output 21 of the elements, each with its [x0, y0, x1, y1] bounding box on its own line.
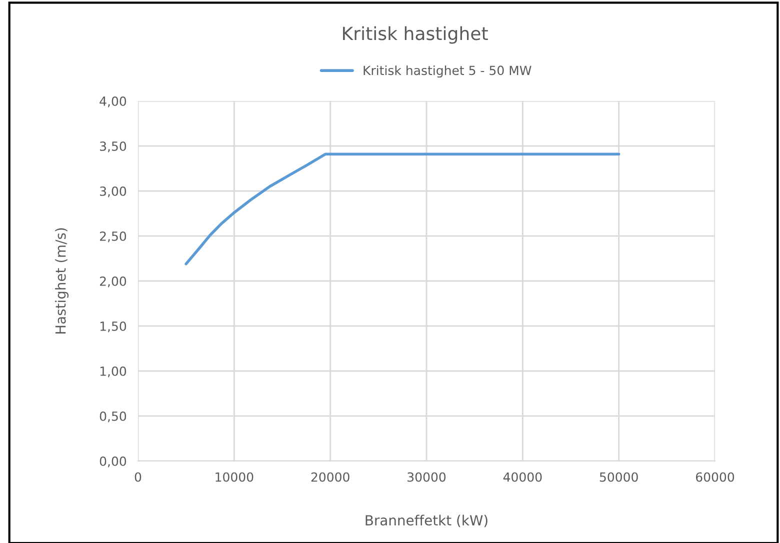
x-tick-label: 30000 [408, 472, 446, 482]
y-tick-label: 2,50 [100, 231, 126, 242]
y-tick-label: 3,50 [100, 141, 126, 152]
x-tick-label: 0 [134, 472, 142, 482]
legend-label: Kritisk hastighet 5 - 50 MW [364, 65, 532, 78]
x-tick-label: 20000 [311, 472, 350, 482]
y-tick-label: 3,00 [100, 186, 126, 198]
y-tick-label: 1,50 [100, 321, 126, 332]
x-tick-label: 60000 [696, 472, 734, 482]
line-series [184, 152, 620, 266]
y-tick-label: 1,00 [100, 366, 126, 378]
y-tick-label: 0,00 [100, 456, 126, 468]
chart-title: Kritisk hastighet [343, 26, 488, 44]
x-axis-title: Branneffetkt (kW) [366, 514, 488, 528]
x-tick-label: 50000 [600, 472, 638, 482]
y-tick-label: 4,00 [100, 96, 126, 108]
y-axis-title: Hastighet (m/s) [55, 228, 68, 334]
y-tick-label: 0,50 [100, 411, 126, 422]
x-tick-label: 10000 [216, 472, 254, 482]
x-tick-label: 40000 [503, 472, 542, 482]
y-tick-label: 2,00 [100, 276, 126, 288]
